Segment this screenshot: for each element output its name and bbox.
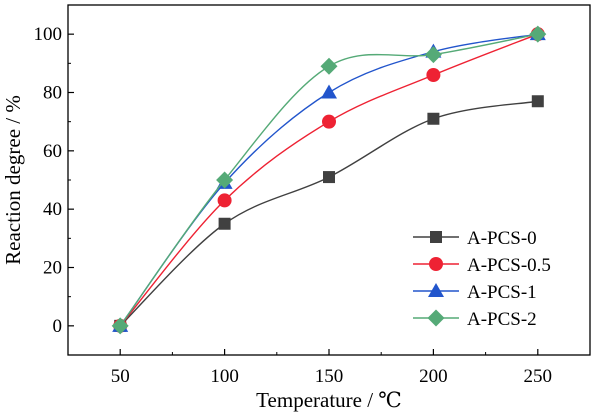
data-point	[217, 193, 232, 208]
data-point	[427, 112, 440, 125]
legend-marker	[430, 231, 442, 243]
legend-label: A-PCS-2	[467, 309, 537, 330]
data-point	[216, 171, 234, 189]
x-axis-ticks: 50 100 150 200 250	[111, 349, 552, 387]
data-point	[321, 84, 337, 99]
y-tick-label: 20	[43, 258, 62, 279]
legend-label: A-PCS-0.5	[467, 255, 551, 276]
data-point	[322, 114, 336, 129]
legend-entry: A-PCS-0	[413, 228, 537, 249]
legend-entry: A-PCS-2	[413, 309, 537, 330]
data-point	[320, 57, 338, 75]
data-point	[426, 68, 441, 82]
legend-entry: A-PCS-0.5	[413, 255, 551, 276]
x-tick-label: 150	[315, 366, 344, 387]
x-tick-label: 50	[111, 366, 130, 387]
y-tick-label: 80	[43, 83, 62, 104]
y-axis-ticks: 0 20 40 60 80 100	[34, 24, 74, 337]
series-a-pcs-2	[111, 25, 547, 335]
y-tick-label: 0	[53, 316, 63, 337]
legend-label: A-PCS-0	[467, 228, 537, 249]
legend-label: A-PCS-1	[467, 282, 537, 303]
series-layer	[111, 25, 547, 335]
legend: A-PCS-0 A-PCS-0.5 A-PCS-1 A-PCS-2	[413, 228, 551, 330]
legend-marker	[427, 309, 445, 327]
y-tick-label: 40	[43, 199, 62, 220]
legend-marker	[429, 257, 443, 271]
series-line	[119, 33, 538, 327]
x-tick-label: 100	[210, 366, 239, 387]
data-point	[531, 95, 544, 108]
data-point	[111, 317, 129, 335]
legend-marker	[428, 283, 444, 297]
data-point	[218, 217, 231, 230]
y-tick-label: 60	[43, 141, 62, 162]
y-axis-title: Reaction degree / %	[1, 95, 25, 265]
data-point	[323, 171, 335, 184]
y-tick-label: 100	[34, 24, 63, 45]
legend-entry: A-PCS-1	[413, 282, 537, 303]
x-tick-label: 200	[419, 366, 448, 387]
x-tick-label: 250	[524, 366, 553, 387]
x-axis-title: Temperature / ℃	[256, 388, 402, 412]
data-point	[424, 46, 442, 64]
data-point	[529, 25, 547, 43]
